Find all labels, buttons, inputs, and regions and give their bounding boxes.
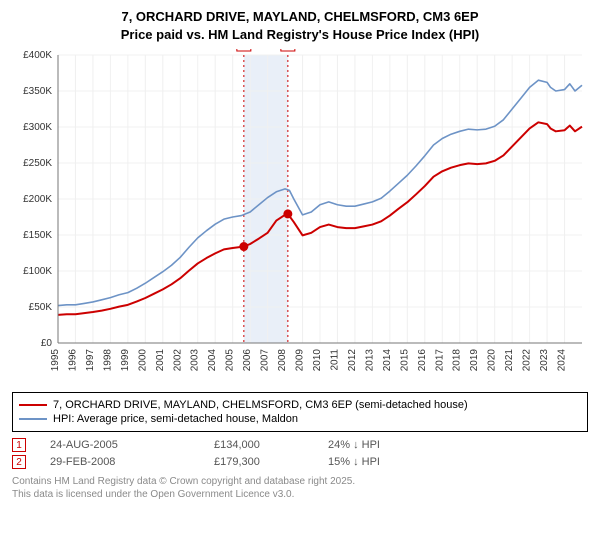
svg-text:1: 1: [241, 49, 247, 51]
sales-table: 1 24-AUG-2005 £134,000 24% ↓ HPI 2 29-FEB-200…: [12, 438, 588, 469]
svg-text:2018: 2018: [452, 349, 463, 372]
svg-text:1998: 1998: [102, 349, 113, 372]
line-chart-svg: £0 £50K £100K £150K £200K £250K £300K £350K £400…: [12, 49, 588, 379]
svg-text:2022: 2022: [522, 349, 533, 372]
chart-title: 7, ORCHARD DRIVE, MAYLAND, CHELMSFORD, C…: [12, 8, 588, 43]
svg-text:2004: 2004: [207, 349, 218, 372]
legend-label: 7, ORCHARD DRIVE, MAYLAND, CHELMSFORD, C…: [53, 399, 468, 411]
title-line-2: Price paid vs. HM Land Registry's House …: [12, 26, 588, 44]
svg-text:2000: 2000: [137, 349, 148, 372]
svg-text:£0: £0: [41, 338, 53, 349]
legend: 7, ORCHARD DRIVE, MAYLAND, CHELMSFORD, C…: [12, 392, 588, 432]
sale-date: 29-FEB-2008: [50, 456, 190, 468]
svg-text:2007: 2007: [260, 349, 271, 372]
svg-text:2009: 2009: [295, 349, 306, 372]
svg-text:£50K: £50K: [29, 302, 53, 313]
sale-row: 2 29-FEB-2008 £179,300 15% ↓ HPI: [12, 455, 588, 469]
legend-label: HPI: Average price, semi-detached house,…: [53, 413, 298, 425]
legend-item: HPI: Average price, semi-detached house,…: [19, 413, 581, 425]
svg-text:1995: 1995: [50, 349, 61, 372]
footnote-line-1: Contains HM Land Registry data © Crown c…: [12, 475, 588, 488]
title-line-1: 7, ORCHARD DRIVE, MAYLAND, CHELMSFORD, C…: [12, 8, 588, 26]
footnote: Contains HM Land Registry data © Crown c…: [12, 475, 588, 501]
svg-text:2012: 2012: [347, 349, 358, 372]
svg-text:2002: 2002: [172, 349, 183, 372]
svg-text:2024: 2024: [557, 349, 568, 372]
sale-marker-icon: 1: [12, 438, 26, 452]
svg-text:2001: 2001: [155, 349, 166, 372]
sale-marker-icon: 2: [12, 455, 26, 469]
svg-text:2013: 2013: [364, 349, 375, 372]
legend-swatch: [19, 418, 47, 420]
sale-date: 24-AUG-2005: [50, 439, 190, 451]
sale-price: £134,000: [214, 439, 304, 451]
sale-row: 1 24-AUG-2005 £134,000 24% ↓ HPI: [12, 438, 588, 452]
svg-text:2014: 2014: [382, 349, 393, 372]
sale-hpi-delta: 15% ↓ HPI: [328, 456, 448, 468]
svg-text:£250K: £250K: [23, 158, 52, 169]
svg-text:£150K: £150K: [23, 230, 52, 241]
svg-text:2010: 2010: [312, 349, 323, 372]
svg-text:2021: 2021: [504, 349, 515, 372]
svg-text:£300K: £300K: [23, 122, 52, 133]
svg-text:2003: 2003: [190, 349, 201, 372]
svg-text:2019: 2019: [469, 349, 480, 372]
svg-text:1997: 1997: [85, 349, 96, 372]
legend-item: 7, ORCHARD DRIVE, MAYLAND, CHELMSFORD, C…: [19, 399, 581, 411]
legend-swatch: [19, 404, 47, 406]
svg-text:2008: 2008: [277, 349, 288, 372]
svg-text:1996: 1996: [67, 349, 78, 372]
footnote-line-2: This data is licensed under the Open Gov…: [12, 488, 588, 501]
svg-text:2020: 2020: [487, 349, 498, 372]
svg-text:£200K: £200K: [23, 194, 52, 205]
svg-text:£400K: £400K: [23, 50, 52, 61]
svg-text:2017: 2017: [434, 349, 445, 372]
svg-text:1999: 1999: [120, 349, 131, 372]
sale-hpi-delta: 24% ↓ HPI: [328, 439, 448, 451]
svg-text:2023: 2023: [539, 349, 550, 372]
sale-price: £179,300: [214, 456, 304, 468]
svg-text:2011: 2011: [329, 349, 340, 371]
chart-area: £0 £50K £100K £150K £200K £250K £300K £350K £400…: [12, 49, 588, 384]
svg-text:2: 2: [285, 49, 291, 51]
svg-text:2006: 2006: [242, 349, 253, 372]
svg-text:2015: 2015: [399, 349, 410, 372]
svg-text:2005: 2005: [225, 349, 236, 372]
chart-container: 7, ORCHARD DRIVE, MAYLAND, CHELMSFORD, C…: [0, 0, 600, 509]
svg-text:£100K: £100K: [23, 266, 52, 277]
svg-text:£350K: £350K: [23, 86, 52, 97]
svg-text:2016: 2016: [417, 349, 428, 372]
